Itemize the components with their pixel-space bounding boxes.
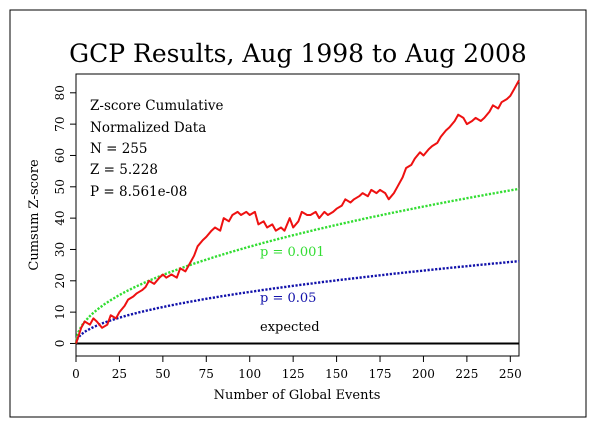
label-p-005: p = 0.05 [260, 291, 316, 306]
label-expected: expected [260, 320, 320, 335]
annotation-line-3: N = 255 [90, 141, 147, 157]
y-axis-label: Cumsum Z-score [27, 159, 42, 271]
outer-frame [9, 9, 587, 418]
y-tick-label: 50 [53, 179, 67, 194]
y-tick-label: 0 [53, 340, 67, 348]
y-tick-label: 40 [53, 210, 67, 225]
series-lines [74, 79, 520, 345]
chart-title: GCP Results, Aug 1998 to Aug 2008 [69, 39, 527, 68]
x-tick-label: 0 [72, 367, 80, 381]
y-tick-label: 70 [53, 116, 67, 131]
annotation-line-5: P = 8.561e-08 [90, 184, 187, 200]
x-tick-label: 150 [325, 367, 348, 381]
axis-ticks: 0 25 50 75 100 125 150 175 200 225 250 0 10 20 30 40 50 6… [53, 85, 522, 381]
x-tick-label: 250 [499, 367, 522, 381]
y-tick-label: 60 [53, 148, 67, 163]
x-tick-label: 50 [155, 367, 170, 381]
plot-area [75, 73, 520, 357]
y-tick-label: 80 [53, 85, 67, 100]
x-tick-label: 200 [412, 367, 435, 381]
x-tick-label: 225 [455, 367, 478, 381]
y-tick-label: 10 [53, 304, 67, 319]
x-tick-label: 25 [112, 367, 127, 381]
x-tick-label: 100 [238, 367, 261, 381]
series-p-0001-line [74, 187, 520, 344]
annotation-line-1: Z-score Cumulative [90, 98, 224, 114]
x-tick-label: 175 [369, 367, 392, 381]
series-p-005-line [74, 260, 520, 344]
annotation-line-2: Normalized Data [90, 120, 206, 136]
series-cumulative-zscore-line [75, 79, 520, 344]
annotation-line-4: Z = 5.228 [90, 162, 158, 178]
x-axis-label: Number of Global Events [214, 388, 381, 403]
x-tick-label: 75 [199, 367, 214, 381]
y-tick-label: 30 [53, 242, 67, 257]
label-p-0001: p = 0.001 [260, 245, 325, 260]
y-tick-label: 20 [53, 273, 67, 288]
x-tick-label: 125 [282, 367, 305, 381]
